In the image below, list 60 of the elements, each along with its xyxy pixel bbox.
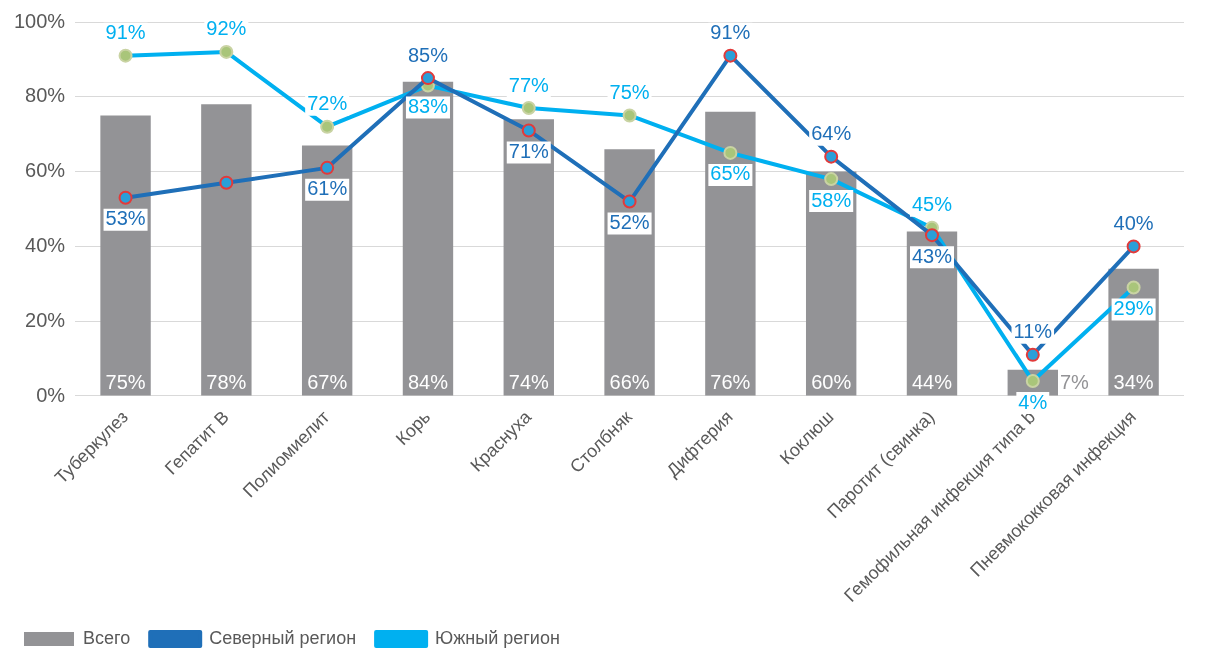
data-label: 75% [609,81,650,104]
bar [705,111,756,396]
data-label: 64% [811,122,852,145]
data-label: 34% [1113,371,1154,394]
data-label: 44% [911,371,953,394]
data-label: 75% [105,371,146,394]
point [420,71,435,86]
bar [100,115,151,396]
y-tick-label: 40% [25,233,66,256]
data-label: 71% [508,139,549,162]
point [1126,239,1141,254]
data-label: 29% [1113,297,1154,320]
data-label: 85% [407,43,449,66]
data-label: 78% [206,371,247,394]
point [521,123,536,138]
data-label: 7% [1059,371,1090,394]
legend-label: Южный регион [435,627,560,648]
point [924,228,939,243]
data-label: 11% [1013,320,1053,343]
data-label: 65% [710,162,751,185]
data-label: 45% [911,193,953,216]
data-label: 58% [811,188,852,211]
data-label: 4% [1018,390,1048,413]
data-label: 43% [911,244,953,267]
data-label: 53% [105,207,146,230]
point [1025,347,1040,362]
legend-label: Всего [83,627,131,648]
data-label: 76% [710,371,751,394]
y-tick-label: 20% [25,308,66,331]
point [723,48,738,63]
point [824,149,839,164]
data-label: 83% [407,95,449,118]
point [320,160,335,175]
data-label: 84% [407,371,449,394]
data-label: 60% [811,371,852,394]
y-tick-label: 0% [36,383,66,406]
data-label: 61% [307,177,348,200]
data-label: 67% [307,371,348,394]
bar [402,81,454,396]
y-tick-label: 100% [14,9,66,32]
data-label: 91% [710,21,751,44]
bar [604,149,655,396]
y-tick-label: 80% [25,84,66,107]
point [622,194,637,209]
data-label: 72% [307,92,348,115]
data-label: 74% [508,371,549,394]
data-label: 40% [1113,211,1154,234]
y-tick-label: 60% [25,159,66,182]
x-tick-label: Корь [391,406,435,450]
data-label: 77% [508,73,549,96]
bar [503,119,554,396]
bar [301,145,353,396]
data-label: 91% [105,21,146,44]
data-label: 52% [609,211,650,234]
data-label: 92% [206,17,247,40]
data-label: 66% [609,371,650,394]
point [219,175,234,190]
point [118,190,133,205]
legend-label: Северный регион [209,627,357,648]
bar [201,104,252,396]
